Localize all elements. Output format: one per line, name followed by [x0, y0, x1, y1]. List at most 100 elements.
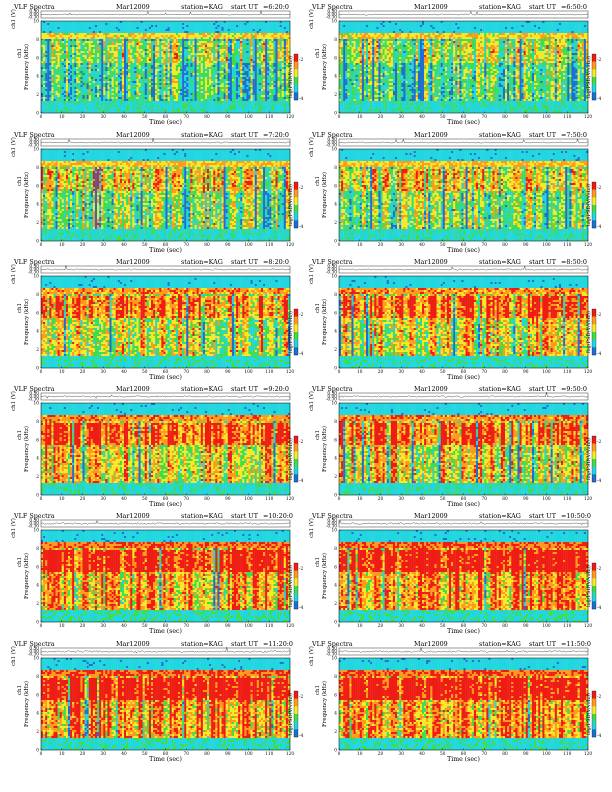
heatmap-cell [186, 89, 188, 91]
heatmap-cell [155, 81, 157, 83]
heatmap-cell [186, 73, 188, 75]
heatmap-cell [234, 33, 236, 35]
heatmap-cell [240, 53, 242, 55]
heatmap-cell [190, 21, 192, 23]
heatmap-cell [60, 45, 62, 47]
heatmap-cell [101, 39, 103, 41]
heatmap-cell [182, 101, 184, 103]
heatmap-cell [280, 69, 282, 71]
heatmap-cell [251, 47, 253, 49]
heatmap-cell [155, 37, 157, 39]
heatmap-cell [43, 87, 45, 89]
heatmap-cell [147, 37, 149, 39]
heatmap-cell [261, 75, 263, 77]
heatmap-cell [280, 81, 282, 83]
heatmap-cell [257, 87, 259, 89]
heatmap-cell [62, 35, 64, 37]
heatmap-cell [246, 55, 248, 57]
heatmap-cell [126, 63, 128, 65]
heatmap-cell [219, 79, 221, 81]
heatmap-cell [226, 51, 228, 53]
heatmap-cell [166, 85, 168, 87]
heatmap-cell [116, 27, 118, 29]
heatmap-cell [85, 83, 87, 85]
heatmap-cell [78, 61, 80, 63]
heatmap-cell [130, 91, 132, 93]
heatmap-cell [51, 47, 53, 49]
heatmap-cell [217, 61, 219, 63]
heatmap-cell [234, 69, 236, 71]
heatmap-cell [249, 59, 251, 61]
heatmap-cell [66, 101, 68, 103]
heatmap-cell [213, 81, 215, 83]
heatmap-cell [192, 57, 194, 59]
heatmap-cell [159, 51, 161, 53]
heatmap-cell [99, 41, 101, 43]
heatmap-cell [195, 67, 197, 69]
heatmap-cell [107, 83, 109, 85]
heatmap-cell [176, 99, 178, 101]
heatmap-cell [176, 91, 178, 93]
heatmap-cell [166, 41, 168, 43]
heatmap-cell [141, 29, 143, 31]
heatmap-cell [41, 93, 43, 95]
heatmap-cell [207, 85, 209, 87]
heatmap-cell [178, 97, 180, 99]
heatmap-cell [197, 43, 199, 45]
heatmap-cell [257, 79, 259, 81]
heatmap-cell [205, 97, 207, 99]
heatmap-cell [265, 27, 267, 29]
heatmap-cell [251, 83, 253, 85]
heatmap-cell [43, 53, 45, 55]
heatmap-cell [47, 91, 49, 93]
heatmap-cell [263, 49, 265, 51]
heatmap-cell [199, 43, 201, 45]
heatmap-cell [282, 49, 284, 51]
heatmap-cell [278, 99, 280, 101]
heatmap-cell [190, 69, 192, 71]
heatmap-cell [259, 63, 261, 65]
heatmap-cell [120, 99, 122, 101]
heatmap-cell [124, 35, 126, 37]
heatmap-cell [269, 67, 271, 69]
heatmap-cell [126, 33, 128, 35]
heatmap-cell [51, 45, 53, 47]
heatmap-cell [205, 87, 207, 89]
heatmap-cell [87, 29, 89, 31]
heatmap-cell [242, 41, 244, 43]
heatmap-cell [261, 55, 263, 57]
heatmap-cell [56, 87, 58, 89]
heatmap-cell [163, 99, 165, 101]
heatmap-cell [97, 31, 99, 33]
heatmap-cell [203, 39, 205, 41]
heatmap-cell [242, 45, 244, 47]
heatmap-cell [161, 47, 163, 49]
heatmap-cell [215, 83, 217, 85]
heatmap-cell [47, 59, 49, 61]
heatmap-cell [275, 49, 277, 51]
heatmap-cell [182, 75, 184, 77]
heatmap-cell [217, 71, 219, 73]
heatmap-cell [83, 59, 85, 61]
heatmap-cell [224, 69, 226, 71]
heatmap-cell [47, 31, 49, 33]
heatmap-cell [282, 91, 284, 93]
heatmap-cell [186, 31, 188, 33]
heatmap-cell [244, 49, 246, 51]
heatmap-cell [238, 99, 240, 101]
heatmap-cell [145, 27, 147, 29]
heatmap-cell [105, 73, 107, 75]
heatmap-cell [211, 95, 213, 97]
heatmap-cell [58, 79, 60, 81]
heatmap-cell [168, 99, 170, 101]
heatmap-cell [159, 29, 161, 31]
heatmap-cell [41, 43, 43, 45]
heatmap-cell [126, 49, 128, 51]
heatmap-cell [197, 37, 199, 39]
heatmap-cell [126, 29, 128, 31]
heatmap-cell [118, 45, 120, 47]
heatmap-cell [249, 41, 251, 43]
heatmap-cell [64, 51, 66, 53]
heatmap-cell [151, 65, 153, 67]
heatmap-cell [166, 103, 168, 105]
